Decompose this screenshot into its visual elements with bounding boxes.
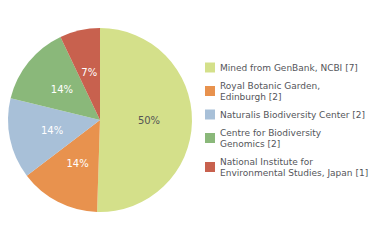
svg-text:Genomics [2]: Genomics [2] <box>220 139 280 149</box>
svg-text:7%: 7% <box>81 67 97 78</box>
svg-text:Edinburgh [2]: Edinburgh [2] <box>220 92 282 102</box>
svg-text:Naturalis Biodiversity Center: Naturalis Biodiversity Center [2] <box>220 110 365 120</box>
svg-text:50%: 50% <box>138 115 160 126</box>
svg-text:Royal Botanic Garden,: Royal Botanic Garden, <box>220 81 320 91</box>
svg-text:14%: 14% <box>41 125 63 136</box>
svg-text:14%: 14% <box>66 158 88 169</box>
svg-text:National Institute for: National Institute for <box>220 157 313 167</box>
svg-text:Centre for Biodiversity: Centre for Biodiversity <box>220 128 322 138</box>
svg-text:Environmental Studies, Japan [: Environmental Studies, Japan [1] <box>220 168 368 178</box>
svg-text:Mined from GenBank, NCBI [7]: Mined from GenBank, NCBI [7] <box>220 63 358 73</box>
svg-text:14%: 14% <box>51 84 73 95</box>
